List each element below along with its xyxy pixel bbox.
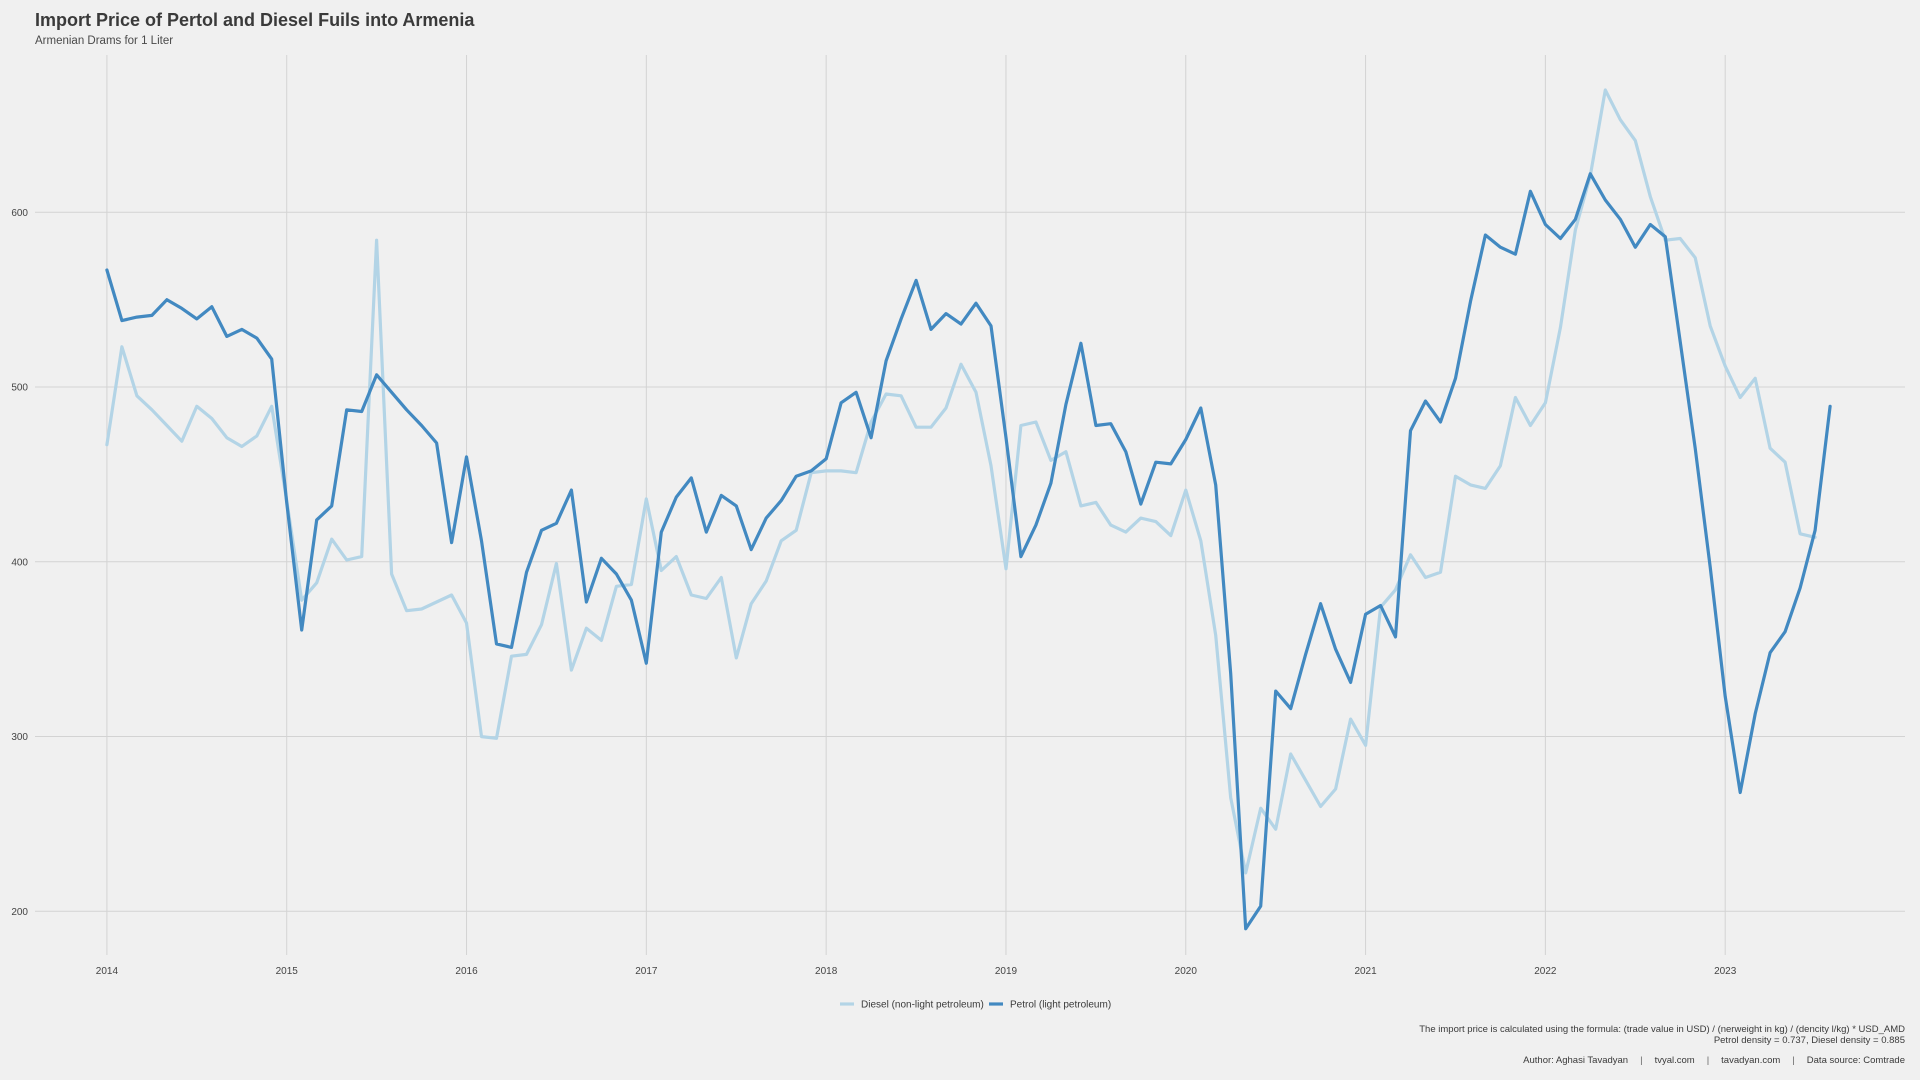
- x-tick-label: 2014: [96, 966, 119, 977]
- series-line-diesel: [105, 88, 1817, 875]
- separator: |: [1640, 1055, 1643, 1066]
- y-tick-label: 400: [11, 557, 28, 568]
- ticks-layer: 200 300 400 500 600 2014 2015 2016 2017 2018 2019 2…: [11, 208, 1736, 977]
- series-layer: [105, 88, 1832, 931]
- x-tick-label: 2019: [995, 966, 1018, 977]
- credits-line: Author: Aghasi Tavadyan | tvyal.com | tavady…: [1523, 1055, 1905, 1066]
- data-source: Data source: Comtrade: [1806, 1055, 1905, 1066]
- site-link-tvyal[interactable]: tvyal.com: [1654, 1055, 1695, 1066]
- x-tick-label: 2022: [1534, 966, 1557, 977]
- y-tick-label: 600: [11, 208, 28, 219]
- legend-label-diesel: Diesel (non-light petroleum): [861, 1000, 984, 1011]
- y-tick-label: 200: [11, 907, 28, 918]
- legend-label-petrol: Petrol (light petroleum): [1010, 1000, 1111, 1011]
- density-note: Petrol density = 0.737, Diesel density =…: [1713, 1035, 1905, 1046]
- series-line-petrol: [105, 172, 1832, 931]
- x-tick-label: 2017: [635, 966, 658, 977]
- x-tick-label: 2016: [455, 966, 478, 977]
- separator: |: [1792, 1055, 1795, 1066]
- x-tick-label: 2018: [815, 966, 838, 977]
- grid-layer: [35, 55, 1905, 955]
- x-tick-label: 2021: [1354, 966, 1377, 977]
- chart-subtitle: Armenian Drams for 1 Liter: [35, 35, 174, 47]
- legend: Diesel (non-light petroleum) Petrol (ligh…: [840, 1000, 1111, 1011]
- x-tick-label: 2023: [1714, 966, 1737, 977]
- site-link-tavadyan[interactable]: tavadyan.com: [1721, 1055, 1781, 1066]
- formula-note: The import price is calculated using the…: [1419, 1024, 1905, 1035]
- separator: |: [1706, 1055, 1710, 1066]
- x-tick-label: 2020: [1175, 966, 1198, 977]
- chart-title: Import Price of Pertol and Diesel Fuils …: [35, 10, 475, 30]
- y-tick-label: 500: [11, 383, 28, 394]
- x-tick-label: 2015: [276, 966, 299, 977]
- y-tick-label: 300: [11, 732, 28, 743]
- author-credit: Author: Aghasi Tavadyan: [1523, 1055, 1629, 1066]
